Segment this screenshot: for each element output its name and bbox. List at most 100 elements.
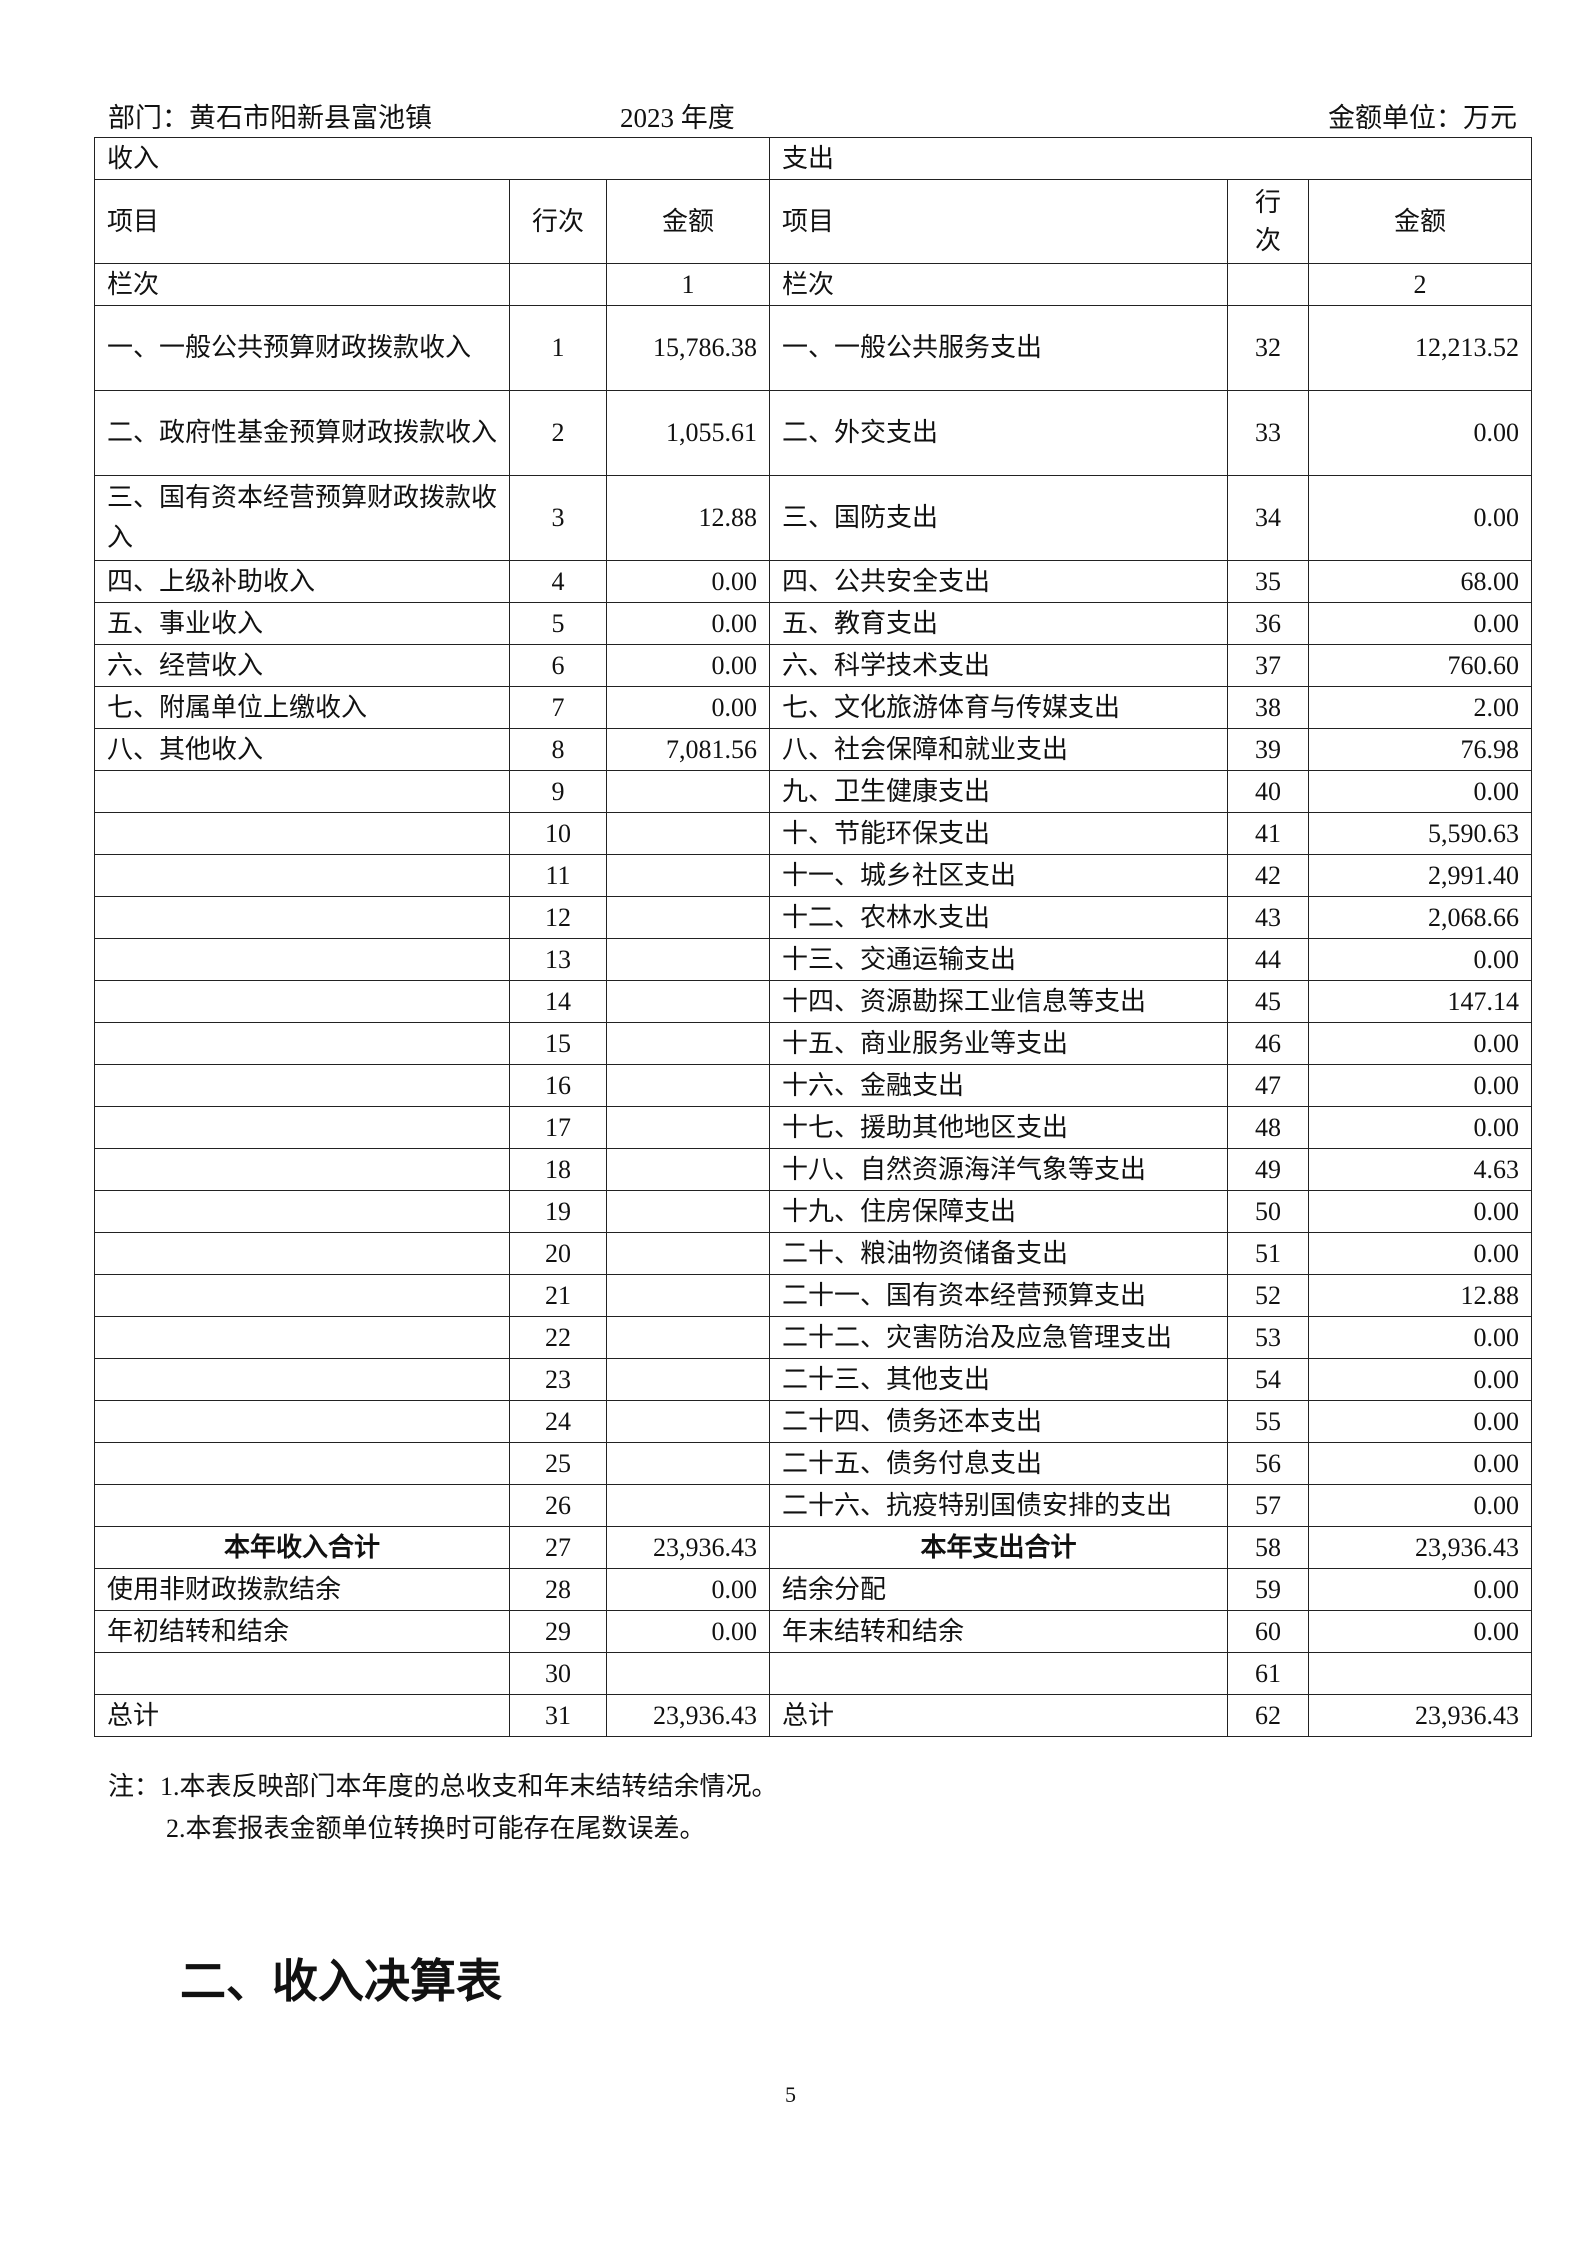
section-expense: 支出	[769, 137, 1532, 180]
col-index-label: 栏次	[94, 263, 510, 306]
cell-in-item: 三、国有资本经营预算财政拨款收入	[94, 475, 510, 561]
cell-ex-item: 二十五、债务付息支出	[769, 1442, 1228, 1485]
cell-in-amt: 0.00	[606, 602, 770, 645]
cell-ex-no: 35	[1227, 560, 1309, 603]
cell-in-item	[94, 1400, 510, 1443]
cell-in-no: 5	[509, 602, 607, 645]
cell-in-amt	[606, 854, 770, 897]
cell-ex-item: 三、国防支出	[769, 475, 1228, 561]
cell-in-item	[94, 854, 510, 897]
cell-ex-amt: 0.00	[1308, 1232, 1532, 1275]
cell-in-no: 12	[509, 896, 607, 939]
cell-in-no: 25	[509, 1442, 607, 1485]
cell-in-no: 1	[509, 305, 607, 391]
cell-ex-item: 七、文化旅游体育与传媒支出	[769, 686, 1228, 729]
cell-ex-amt: 12,213.52	[1308, 305, 1532, 391]
cell-ex-amt: 0.00	[1308, 1484, 1532, 1527]
cell-ex-no: 41	[1227, 812, 1309, 855]
table-row: 25 二十五、债务付息支出 56 0.00	[94, 1442, 1532, 1485]
cell-ex-no: 57	[1227, 1484, 1309, 1527]
cell-ex-no: 62	[1227, 1694, 1309, 1737]
table-row: 26 二十六、抗疫特别国债安排的支出 57 0.00	[94, 1484, 1532, 1527]
cell-in-item	[94, 1274, 510, 1317]
cell-ex-no: 48	[1227, 1106, 1309, 1149]
cell-in-item	[94, 1022, 510, 1065]
cell-ex-item: 二十六、抗疫特别国债安排的支出	[769, 1484, 1228, 1527]
cell-ex-no: 32	[1227, 305, 1309, 391]
cell-ex-amt: 0.00	[1308, 938, 1532, 981]
cell-in-amt	[606, 980, 770, 1023]
cell-in-amt	[606, 938, 770, 981]
cell-ex-item: 一、一般公共服务支出	[769, 305, 1228, 391]
cell-in-item	[94, 1442, 510, 1485]
table-row: 10 十、节能环保支出 41 5,590.63	[94, 812, 1532, 855]
table-row: 14 十四、资源勘探工业信息等支出 45 147.14	[94, 980, 1532, 1023]
table-row: 17 十七、援助其他地区支出 48 0.00	[94, 1106, 1532, 1149]
section-heading: 二、收入决算表	[180, 1954, 502, 2008]
cell-in-no: 3	[509, 475, 607, 561]
cell-ex-item: 总计	[769, 1694, 1228, 1737]
cell-ex-amt: 760.60	[1308, 644, 1532, 687]
cell-in-no: 24	[509, 1400, 607, 1443]
cell-in-amt	[606, 1022, 770, 1065]
cell-ex-amt: 0.00	[1308, 390, 1532, 476]
cell-ex-amt: 0.00	[1308, 1400, 1532, 1443]
cell-ex-item: 八、社会保障和就业支出	[769, 728, 1228, 771]
cell-in-no: 8	[509, 728, 607, 771]
cell-ex-item: 十八、自然资源海洋气象等支出	[769, 1148, 1228, 1191]
cell-in-no: 15	[509, 1022, 607, 1065]
cell-in-no: 22	[509, 1316, 607, 1359]
cell-in-no: 13	[509, 938, 607, 981]
cell-ex-item: 二十一、国有资本经营预算支出	[769, 1274, 1228, 1317]
cell-in-no: 26	[509, 1484, 607, 1527]
department-label: 部门：黄石市阳新县富池镇	[108, 103, 432, 133]
table-row: 9 九、卫生健康支出 40 0.00	[94, 770, 1532, 813]
cell-ex-item: 十二、农林水支出	[769, 896, 1228, 939]
section-income: 收入	[94, 137, 770, 180]
cell-ex-no: 56	[1227, 1442, 1309, 1485]
table-row: 23 二十三、其他支出 54 0.00	[94, 1358, 1532, 1401]
cell-ex-no: 45	[1227, 980, 1309, 1023]
cell-in-no: 21	[509, 1274, 607, 1317]
cell-in-amt	[606, 1442, 770, 1485]
table-row: 总计 31 23,936.43 总计 62 23,936.43	[94, 1694, 1532, 1737]
cell-ex-item: 二十三、其他支出	[769, 1358, 1228, 1401]
income-expense-table: 收入 支出 项目 行次 金额 项目行 次金额 栏次 1 栏次 2 一、一般公共预算财政拨款收入…	[94, 137, 1532, 1737]
cell-ex-item: 十四、资源勘探工业信息等支出	[769, 980, 1228, 1023]
cell-ex-no: 51	[1227, 1232, 1309, 1275]
table-row: 八、其他收入 8 7,081.56 八、社会保障和就业支出 39 76.98	[94, 728, 1532, 771]
cell-ex-item: 二、外交支出	[769, 390, 1228, 476]
table-row: 13 十三、交通运输支出 44 0.00	[94, 938, 1532, 981]
table-row: 一、一般公共预算财政拨款收入 1 15,786.38 一、一般公共服务支出 32 12,2…	[94, 305, 1532, 391]
table-row: 11 十一、城乡社区支出 42 2,991.40	[94, 854, 1532, 897]
cell-in-item: 八、其他收入	[94, 728, 510, 771]
unit-label: 金额单位：万元	[1328, 103, 1517, 133]
table-row: 20 二十、粮油物资储备支出 51 0.00	[94, 1232, 1532, 1275]
cell-in-item: 总计	[94, 1694, 510, 1737]
col-line: 行 次	[1227, 179, 1309, 264]
cell-in-item: 本年收入合计	[94, 1526, 510, 1569]
cell-in-amt	[606, 1064, 770, 1107]
table-row: 24 二十四、债务还本支出 55 0.00	[94, 1400, 1532, 1443]
cell-in-no: 20	[509, 1232, 607, 1275]
cell-ex-amt: 12.88	[1308, 1274, 1532, 1317]
cell-ex-amt: 5,590.63	[1308, 812, 1532, 855]
cell-in-item	[94, 1232, 510, 1275]
cell-in-no: 19	[509, 1190, 607, 1233]
cell-in-item: 六、经营收入	[94, 644, 510, 687]
cell-ex-item: 二十二、灾害防治及应急管理支出	[769, 1316, 1228, 1359]
cell-ex-amt: 0.00	[1308, 475, 1532, 561]
cell-in-item: 一、一般公共预算财政拨款收入	[94, 305, 510, 391]
cell-in-amt: 0.00	[606, 644, 770, 687]
cell-ex-amt: 147.14	[1308, 980, 1532, 1023]
cell-ex-no: 61	[1227, 1652, 1309, 1695]
cell-in-no: 10	[509, 812, 607, 855]
cell-in-amt: 0.00	[606, 686, 770, 729]
cell-in-no: 27	[509, 1526, 607, 1569]
cell-ex-item: 四、公共安全支出	[769, 560, 1228, 603]
cell-ex-no: 59	[1227, 1568, 1309, 1611]
table-row: 16 十六、金融支出 47 0.00	[94, 1064, 1532, 1107]
cell-ex-no: 36	[1227, 602, 1309, 645]
cell-ex-item: 十九、住房保障支出	[769, 1190, 1228, 1233]
cell-in-amt	[606, 1106, 770, 1149]
